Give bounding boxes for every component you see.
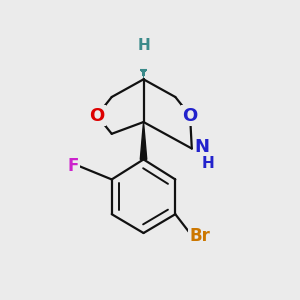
Polygon shape [140,122,147,159]
Text: H: H [137,38,150,53]
Text: Br: Br [189,227,210,245]
Text: F: F [68,157,79,175]
Text: O: O [182,106,198,124]
Text: H: H [202,156,214,171]
Text: N: N [194,138,209,156]
Text: O: O [89,106,105,124]
